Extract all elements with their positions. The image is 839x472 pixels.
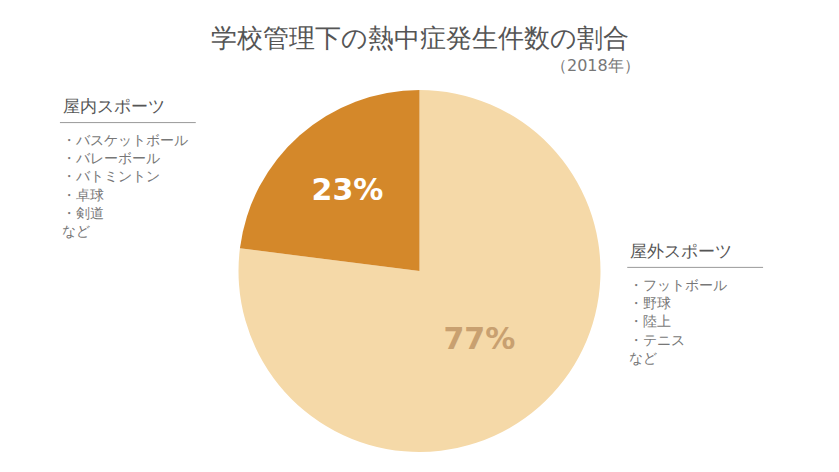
svg-text:・フットボール・野球・陸上・テニスなど: ・フットボール・野球・陸上・テニスなど <box>629 277 727 366</box>
svg-text:23%: 23% <box>312 172 384 207</box>
svg-text:屋内スポーツ: 屋内スポーツ <box>63 96 165 116</box>
svg-text:・バスケットボール・バレーボール・バトミントン・卓球・剣道な: ・バスケットボール・バレーボール・バトミントン・卓球・剣道など <box>62 132 188 239</box>
svg-text:77%: 77% <box>443 321 515 356</box>
svg-text:（2018年）: （2018年） <box>551 56 640 75</box>
svg-text:学校管理下の熱中症発生件数の割合: 学校管理下の熱中症発生件数の割合 <box>211 23 629 53</box>
svg-text:屋外スポーツ: 屋外スポーツ <box>630 241 732 261</box>
